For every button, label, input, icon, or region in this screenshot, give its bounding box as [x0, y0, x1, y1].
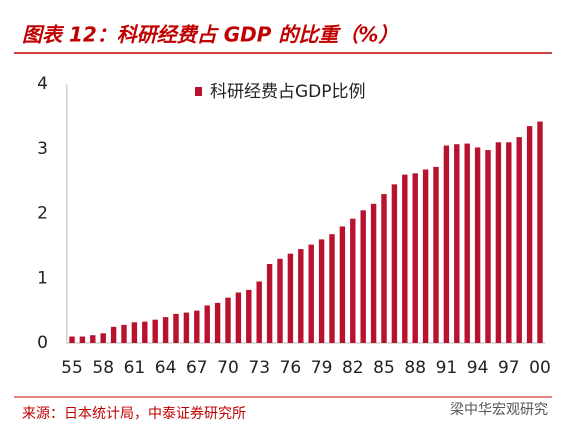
- bar: [391, 184, 398, 343]
- bar: [110, 326, 117, 343]
- bar: [443, 145, 450, 343]
- x-tick-label: 76: [280, 358, 302, 378]
- x-tick-label: 00: [529, 358, 551, 378]
- x-tick-label: 79: [311, 358, 333, 378]
- bar: [412, 173, 418, 343]
- x-tick-label: 94: [467, 358, 489, 378]
- bar: [266, 264, 273, 343]
- bar: [422, 169, 429, 343]
- bar: [173, 313, 179, 343]
- x-tick-label: 58: [92, 358, 114, 378]
- bar: [506, 142, 512, 343]
- legend-swatch: [195, 87, 202, 96]
- y-tick-label: 4: [37, 74, 48, 94]
- x-tick-label: 61: [124, 358, 146, 378]
- y-tick-label: 3: [37, 139, 48, 159]
- bar: [402, 174, 408, 343]
- bar: [464, 143, 470, 343]
- x-tick-label: 88: [404, 358, 426, 378]
- bar: [318, 239, 325, 343]
- bar: [225, 297, 231, 343]
- bar: [516, 137, 522, 343]
- bar: [474, 147, 481, 343]
- bar: [204, 305, 210, 343]
- bar: [121, 324, 127, 343]
- bar: [194, 310, 200, 343]
- x-tick-label: 67: [186, 358, 208, 378]
- bar: [360, 210, 366, 343]
- bar: [214, 302, 221, 343]
- x-tick-label: 73: [248, 358, 270, 378]
- bar: [277, 258, 283, 343]
- bar: [183, 312, 190, 343]
- bar: [495, 142, 502, 343]
- x-tick-label: 82: [342, 358, 364, 378]
- bar: [370, 203, 377, 343]
- bar: [235, 292, 242, 343]
- bar: [454, 144, 460, 343]
- y-tick-label: 1: [37, 268, 48, 288]
- x-tick-label: 64: [155, 358, 177, 378]
- bar: [256, 281, 262, 343]
- bar: [246, 289, 252, 343]
- bar: [381, 194, 387, 343]
- y-tick-label: 0: [37, 333, 48, 353]
- bar: [433, 166, 439, 343]
- watermark: 梁中华宏观研究: [450, 402, 548, 418]
- x-tick-label: 97: [498, 358, 520, 378]
- bar: [329, 234, 335, 343]
- x-tick-label: 91: [436, 358, 458, 378]
- source: 来源：日本统计局，中泰证券研究所: [22, 406, 246, 422]
- bar: [142, 321, 148, 343]
- bar: [287, 253, 294, 343]
- bar: [308, 244, 314, 343]
- bar: [298, 249, 304, 343]
- x-tick-label: 85: [373, 358, 395, 378]
- legend-label: 科研经费占GDP比例: [210, 82, 366, 102]
- bar: [79, 336, 86, 343]
- bar: [537, 121, 543, 344]
- bar: [100, 333, 106, 343]
- bar: [526, 126, 533, 344]
- bar: [339, 226, 346, 343]
- bar: [69, 336, 75, 343]
- bar: [90, 335, 96, 343]
- bar: [131, 322, 138, 343]
- bar: [162, 317, 169, 343]
- bar: [485, 150, 491, 343]
- chart-title: 图表 12：科研经费占 GDP 的比重（%）: [22, 23, 398, 47]
- x-tick-label: 55: [61, 358, 83, 378]
- x-tick-label: 70: [217, 358, 239, 378]
- bar: [152, 319, 158, 343]
- bar: [350, 218, 356, 343]
- y-tick-label: 2: [37, 204, 48, 224]
